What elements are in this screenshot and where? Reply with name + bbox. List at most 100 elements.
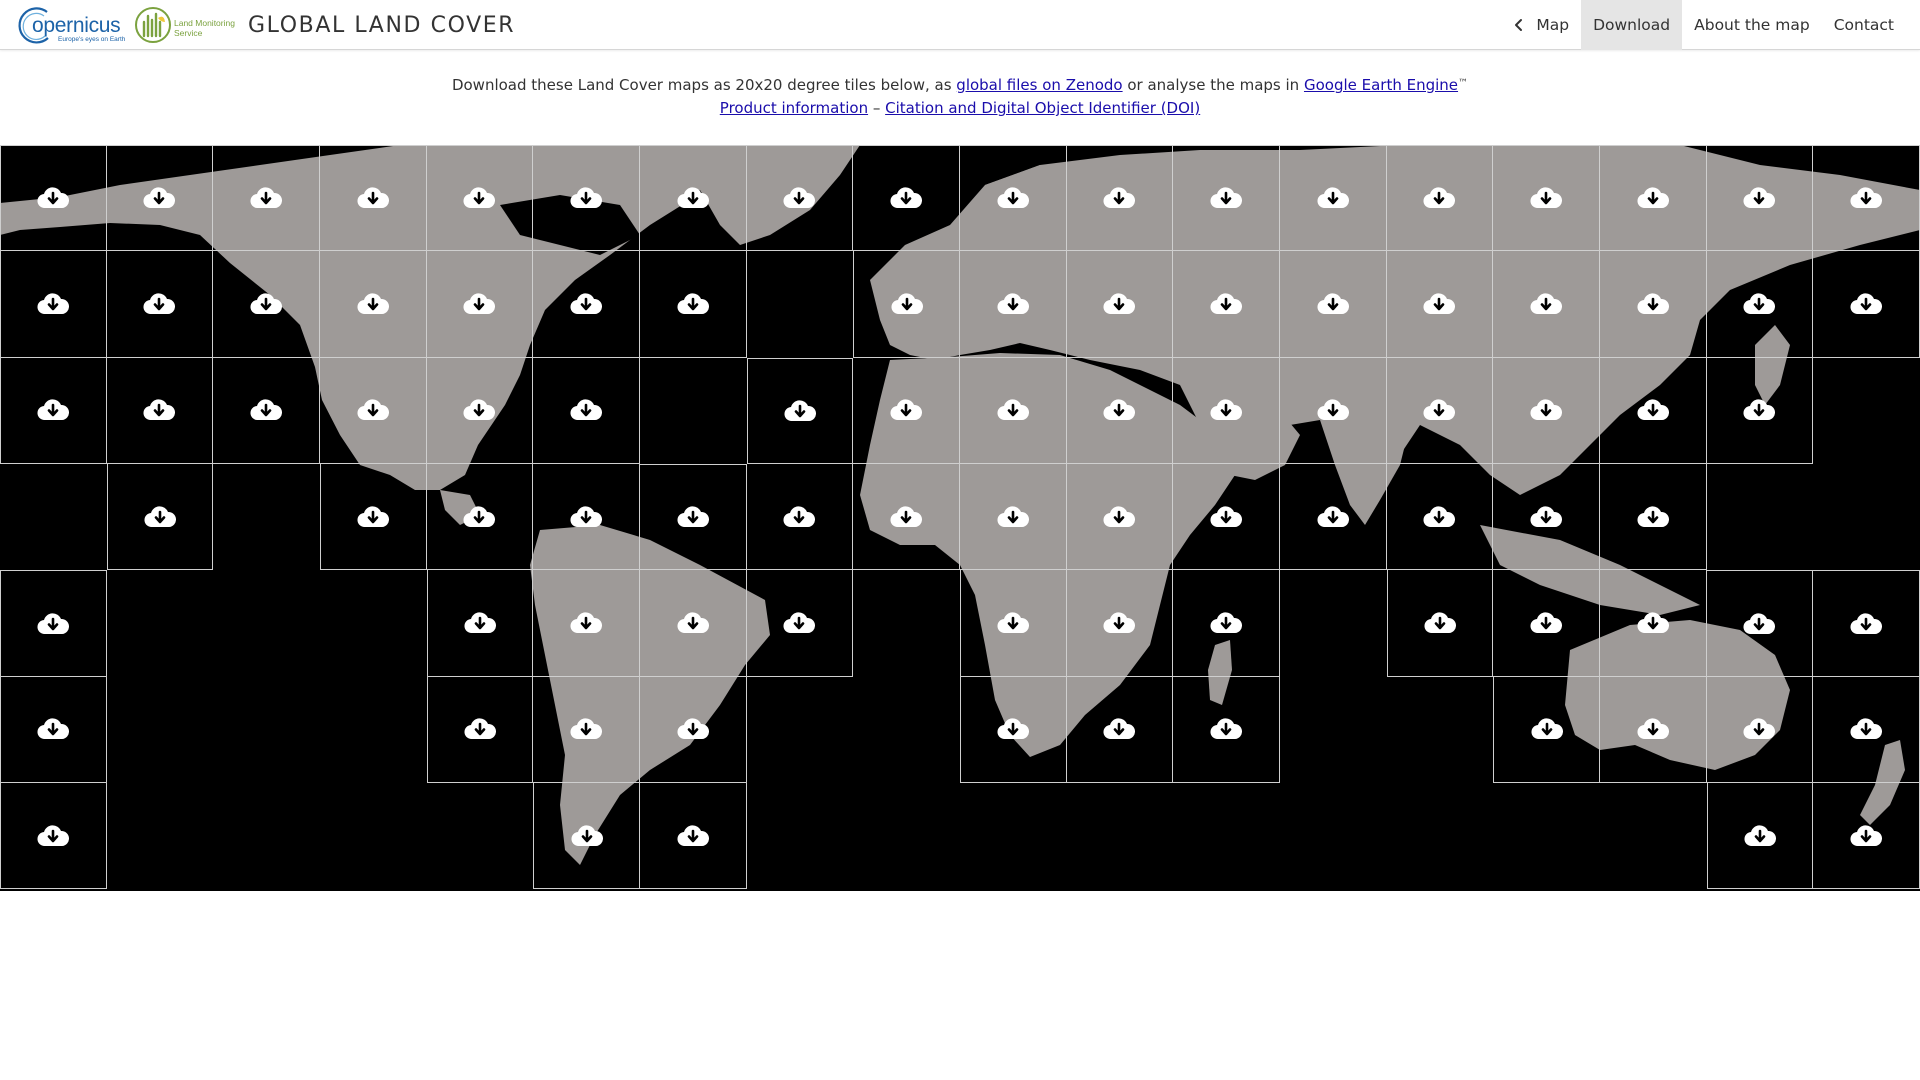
download-tile[interactable] bbox=[426, 464, 534, 571]
download-tile[interactable] bbox=[1173, 570, 1280, 677]
download-tile[interactable] bbox=[960, 464, 1067, 571]
nav-download-link[interactable]: Download bbox=[1581, 0, 1683, 50]
download-tile[interactable] bbox=[426, 357, 534, 465]
download-tile[interactable] bbox=[1493, 357, 1600, 465]
product-information-link[interactable]: Product information bbox=[719, 99, 869, 117]
download-tile[interactable] bbox=[1280, 464, 1387, 571]
download-tile[interactable] bbox=[1173, 357, 1280, 465]
download-tile[interactable] bbox=[1280, 145, 1387, 252]
download-tile[interactable] bbox=[1066, 357, 1174, 465]
download-tile[interactable] bbox=[320, 145, 427, 252]
zenodo-link[interactable]: global files on Zenodo bbox=[956, 76, 1123, 94]
download-tile[interactable] bbox=[320, 357, 427, 465]
download-tile[interactable] bbox=[1280, 251, 1387, 358]
download-tile[interactable] bbox=[1706, 570, 1814, 677]
download-tile[interactable] bbox=[533, 676, 640, 784]
download-tile[interactable] bbox=[1386, 251, 1494, 358]
download-tile[interactable] bbox=[1600, 145, 1707, 252]
download-tile[interactable] bbox=[640, 570, 747, 677]
nav-about-link[interactable]: About the map bbox=[1682, 0, 1822, 50]
download-tile[interactable] bbox=[106, 145, 214, 252]
download-tile[interactable] bbox=[853, 464, 960, 571]
download-tile[interactable] bbox=[1706, 676, 1814, 784]
download-tile[interactable] bbox=[0, 251, 107, 358]
download-tile[interactable] bbox=[853, 357, 960, 465]
download-tile[interactable] bbox=[640, 783, 747, 890]
download-tile[interactable] bbox=[1600, 676, 1707, 784]
download-tile[interactable] bbox=[1386, 464, 1494, 571]
land-monitoring-service-logo[interactable]: Land Monitoring Service bbox=[134, 4, 238, 46]
download-tile[interactable] bbox=[0, 570, 107, 677]
download-tile[interactable] bbox=[1706, 251, 1814, 358]
citation-doi-link[interactable]: Citation and Digital Object Identifier (… bbox=[885, 99, 1201, 117]
download-tile[interactable] bbox=[533, 145, 640, 252]
download-tile[interactable] bbox=[746, 357, 854, 465]
download-tile[interactable] bbox=[1066, 464, 1174, 571]
download-tile[interactable] bbox=[533, 251, 640, 358]
download-tile[interactable] bbox=[1066, 570, 1174, 677]
download-tile[interactable] bbox=[853, 251, 960, 358]
download-tile[interactable] bbox=[426, 145, 534, 252]
download-tile[interactable] bbox=[533, 783, 640, 890]
download-tile[interactable] bbox=[1066, 251, 1174, 358]
nav-contact-link[interactable]: Contact bbox=[1822, 0, 1920, 50]
download-tile[interactable] bbox=[533, 570, 640, 677]
download-tile[interactable] bbox=[1173, 251, 1280, 358]
download-tile[interactable] bbox=[1813, 570, 1920, 677]
download-tile[interactable] bbox=[1706, 357, 1814, 465]
download-tile[interactable] bbox=[960, 357, 1067, 465]
download-tile[interactable] bbox=[960, 251, 1067, 358]
download-tile[interactable] bbox=[746, 145, 854, 252]
download-tile[interactable] bbox=[213, 145, 320, 252]
download-tile[interactable] bbox=[533, 357, 640, 465]
download-tile[interactable] bbox=[1813, 251, 1920, 358]
download-tile[interactable] bbox=[1386, 570, 1494, 677]
download-tile[interactable] bbox=[960, 676, 1067, 784]
download-tile[interactable] bbox=[1493, 145, 1600, 252]
download-tile[interactable] bbox=[1600, 357, 1707, 465]
google-earth-engine-link[interactable]: Google Earth Engine bbox=[1303, 76, 1459, 94]
download-tile[interactable] bbox=[1600, 464, 1707, 571]
download-tile[interactable] bbox=[1386, 357, 1494, 465]
download-tile[interactable] bbox=[1493, 676, 1600, 784]
download-tile[interactable] bbox=[106, 251, 214, 358]
download-tile[interactable] bbox=[426, 570, 534, 677]
download-tile[interactable] bbox=[106, 464, 214, 571]
download-tile[interactable] bbox=[1386, 145, 1494, 252]
download-tile[interactable] bbox=[0, 676, 107, 784]
download-tile[interactable] bbox=[640, 464, 747, 571]
download-tile[interactable] bbox=[0, 145, 107, 252]
download-tile[interactable] bbox=[213, 251, 320, 358]
download-tile[interactable] bbox=[1813, 783, 1920, 890]
download-tile[interactable] bbox=[213, 357, 320, 465]
download-tile[interactable] bbox=[640, 251, 747, 358]
download-tile[interactable] bbox=[1493, 464, 1600, 571]
download-tile[interactable] bbox=[853, 145, 960, 252]
download-tile[interactable] bbox=[1493, 570, 1600, 677]
nav-map-link[interactable]: Map bbox=[1498, 0, 1581, 50]
download-tile[interactable] bbox=[1173, 464, 1280, 571]
download-tile[interactable] bbox=[320, 251, 427, 358]
download-tile[interactable] bbox=[1706, 145, 1814, 252]
download-tile[interactable] bbox=[426, 676, 534, 784]
download-tile[interactable] bbox=[746, 464, 854, 571]
download-tile[interactable] bbox=[0, 357, 107, 465]
download-tile[interactable] bbox=[640, 676, 747, 784]
download-tile[interactable] bbox=[1173, 145, 1280, 252]
download-tile[interactable] bbox=[1600, 251, 1707, 358]
download-tile[interactable] bbox=[1280, 357, 1387, 465]
download-tile[interactable] bbox=[1706, 783, 1814, 890]
download-tile[interactable] bbox=[1600, 570, 1707, 677]
download-tile[interactable] bbox=[106, 357, 214, 465]
download-tile[interactable] bbox=[640, 145, 747, 252]
download-tile[interactable] bbox=[1173, 676, 1280, 784]
download-tile[interactable] bbox=[426, 251, 534, 358]
download-tile[interactable] bbox=[1813, 676, 1920, 784]
download-tile[interactable] bbox=[320, 464, 427, 571]
download-tile[interactable] bbox=[960, 145, 1067, 252]
download-tile[interactable] bbox=[1493, 251, 1600, 358]
download-tile[interactable] bbox=[1813, 145, 1920, 252]
download-tile[interactable] bbox=[1066, 145, 1174, 252]
download-tile[interactable] bbox=[1066, 676, 1174, 784]
download-tile[interactable] bbox=[0, 783, 107, 890]
